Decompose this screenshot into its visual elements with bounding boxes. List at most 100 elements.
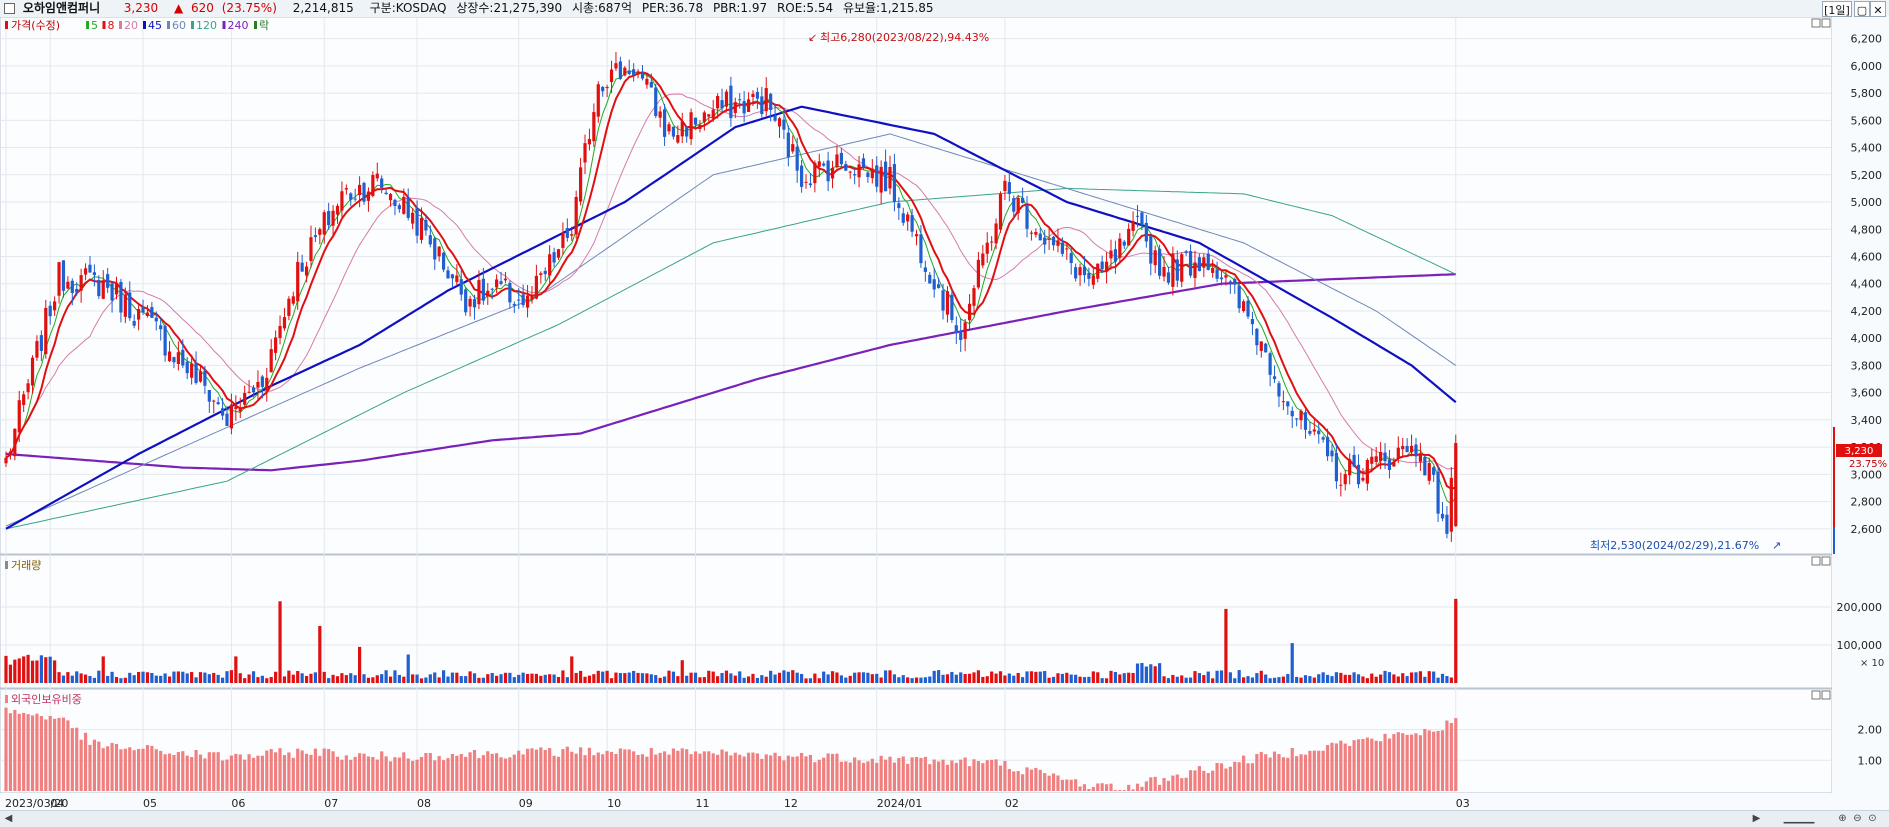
candle-body — [693, 117, 698, 125]
foreign-close-button[interactable] — [1821, 690, 1831, 700]
zoom-reset-icon[interactable]: ⊙ — [1868, 813, 1877, 824]
scroll-right-icon[interactable]: ▶ — [1752, 813, 1761, 824]
foreign-bar — [486, 751, 490, 791]
panel-min-button[interactable] — [1811, 18, 1821, 28]
candle-body — [897, 203, 901, 209]
foreign-bar — [596, 752, 600, 791]
volume-close-button[interactable] — [1821, 556, 1831, 566]
candle-body — [1454, 443, 1458, 527]
panel-close-button[interactable] — [1821, 18, 1831, 28]
x-tick-label: 03 — [1456, 797, 1470, 810]
volume-bar — [848, 675, 852, 683]
volume-bar — [159, 675, 163, 683]
candles — [4, 51, 1458, 542]
volume-bar — [362, 674, 366, 683]
price-chart[interactable]: 6,200 6,000 5,800 5,600 5,400 5,200 5,000 4,800… — [0, 17, 1889, 810]
volume-bar — [813, 673, 817, 683]
x-axis-area — [0, 793, 1889, 810]
candle-body — [1109, 250, 1113, 259]
volume-bar — [406, 654, 410, 683]
scroll-left-icon[interactable]: ◀ — [4, 813, 13, 824]
foreign-bar — [411, 760, 415, 791]
candle-body — [132, 320, 136, 326]
candle-body — [786, 132, 790, 157]
volume-bar — [411, 674, 415, 683]
volume-bar — [583, 676, 587, 683]
volume-bar — [424, 677, 428, 683]
foreign-bar — [627, 749, 631, 791]
volume-bar — [433, 672, 437, 683]
volume-bar — [800, 674, 804, 683]
foreign-bar — [304, 753, 309, 791]
volume-bar — [278, 601, 282, 683]
volume-bar — [1021, 677, 1025, 683]
candle-body — [1418, 453, 1422, 462]
foreign-bar — [777, 756, 782, 791]
candle-body — [75, 288, 79, 293]
candle-body — [1259, 341, 1263, 351]
foreign-bar — [755, 753, 759, 791]
volume-bar — [402, 676, 406, 683]
candle-body — [1149, 236, 1153, 264]
candle-body — [963, 322, 967, 339]
volume-bar — [419, 678, 424, 683]
foreign-bar — [212, 752, 216, 791]
candle-body — [318, 229, 322, 235]
foreign-bar — [733, 752, 737, 791]
volume-bar — [499, 674, 503, 683]
candle-body — [751, 93, 755, 98]
foreign-bar — [1043, 773, 1047, 791]
foreign-bar — [1034, 767, 1038, 791]
foreign-bar — [817, 759, 821, 791]
candle-body — [110, 283, 114, 301]
volume-bar — [1162, 676, 1166, 683]
volume-bar — [1184, 677, 1188, 683]
ma45-line — [5, 105, 1457, 530]
volume-bar — [658, 677, 662, 683]
toggle-checkbox[interactable] — [4, 3, 15, 14]
candle-body — [596, 84, 600, 117]
candle-body — [609, 69, 614, 83]
foreign-bar — [313, 748, 317, 791]
volume-bar — [1454, 598, 1458, 683]
volume-bar — [119, 678, 123, 683]
stock-name[interactable]: 오하임앤컴퍼니 — [22, 1, 101, 15]
foreign-bar — [543, 750, 547, 791]
volume-bar — [194, 677, 198, 683]
volume-bar — [976, 670, 980, 683]
volume-bar — [53, 660, 57, 683]
volume-bar — [132, 675, 136, 683]
foreign-bar — [1414, 733, 1418, 791]
zoom-out-icon[interactable]: ⊖ — [1853, 813, 1862, 824]
period-button[interactable]: [1일] — [1822, 1, 1852, 17]
price-tick-label: 4,600 — [1851, 250, 1883, 263]
candle-body — [552, 252, 556, 263]
foreign-bar — [742, 756, 746, 791]
foreign-bar — [875, 762, 879, 791]
volume-bar — [539, 675, 543, 683]
foreign-bar — [163, 754, 167, 791]
x-tick-label: 02 — [1005, 797, 1019, 810]
candle-body — [1135, 215, 1140, 217]
foreign-bar — [265, 750, 269, 791]
foreign-bar — [711, 753, 715, 791]
foreign-bar — [1308, 750, 1312, 791]
volume-bar — [1096, 672, 1100, 683]
candle-body — [274, 337, 278, 353]
foreign-min-button[interactable] — [1811, 690, 1821, 700]
candle-body — [437, 246, 441, 257]
close-button[interactable]: ✕ — [1870, 1, 1886, 17]
foreign-bar — [402, 752, 406, 791]
volume-bar — [123, 677, 127, 683]
restore-button[interactable]: ▢ — [1854, 1, 1870, 17]
volume-bar — [216, 674, 220, 683]
reserve-ratio: 유보율:1,215.85 — [842, 1, 934, 15]
zoom-slider-icon[interactable]: ▁▁▁▁ — [1783, 813, 1815, 824]
volume-min-button[interactable] — [1811, 556, 1821, 566]
candle-body — [1268, 353, 1272, 375]
foreign-bar — [720, 749, 724, 791]
candle-body — [941, 290, 945, 311]
scroll-bar[interactable]: ◀ ▶ ▁▁▁▁ ⊕ ⊖ ⊙ — [0, 810, 1889, 827]
foreign-bar — [344, 755, 348, 791]
zoom-in-icon[interactable]: ⊕ — [1838, 813, 1847, 824]
